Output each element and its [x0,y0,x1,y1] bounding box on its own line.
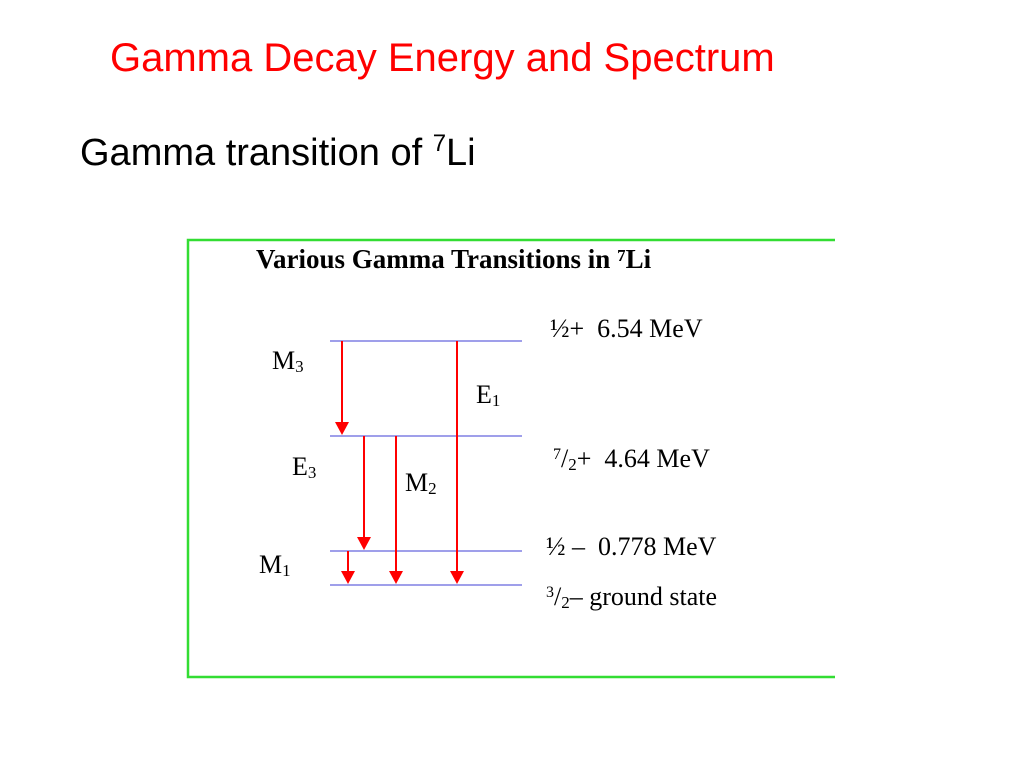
level-label-4.64: 7/2+ 4.64 MeV [553,444,710,474]
level-parity: + [576,444,592,473]
spin-numerator: 3 [546,584,554,601]
level-spin: ½+ [550,314,585,343]
level-energy: 6.54 MeV [597,314,703,343]
spin-denominator: 2 [561,593,570,612]
transition-label-e1: E1 [476,380,501,410]
diagram-title-text: Various Gamma Transitions in [256,244,618,274]
level-label-6.54: ½+ 6.54 MeV [550,314,703,344]
transition-arrow-e1 [450,341,464,584]
level-spin: ½ – [546,532,585,561]
spin-numerator: 7 [553,446,561,463]
energy-levels [330,340,522,586]
spin-denominator: 2 [568,455,577,474]
arrow-head [341,571,355,584]
subtitle-superscript: 7 [432,130,447,157]
transition-label-e3: E3 [292,452,317,482]
level-energy: 0.778 MeV [598,532,717,561]
arrow-head [335,422,349,435]
diagram-border-line [186,238,835,679]
transition-arrow-m3 [335,341,349,435]
level-energy: 4.64 MeV [604,444,710,473]
arrow-head [450,571,464,584]
level-label-ground: 3/2– ground state [546,582,718,612]
transition-label-m3: M3 [272,346,304,376]
diagram-title-superscript: 7 [617,246,626,265]
subtitle-text: Gamma transition of [80,132,433,174]
transition-label-m1: M1 [259,550,291,580]
transition-arrow-m2 [389,436,403,584]
transition-arrow-m1 [341,551,355,584]
arrow-head [357,537,371,550]
arrow-head [389,571,403,584]
diagram-title: Various Gamma Transitions in 7Li [256,244,651,275]
transition-arrow-e3 [357,436,371,550]
level-parity: – [569,582,583,611]
diagram-title-element: Li [625,244,652,274]
slide-subtitle: Gamma transition of 7Li [80,130,476,175]
transition-label-m2: M2 [405,468,437,498]
diagram-border [186,238,835,679]
subtitle-element: Li [446,132,476,174]
level-energy: ground state [589,582,718,611]
slide-title: Gamma Decay Energy and Spectrum [110,36,775,80]
level-label-0.778: ½ – 0.778 MeV [546,532,716,562]
transition-arrows [335,341,464,584]
